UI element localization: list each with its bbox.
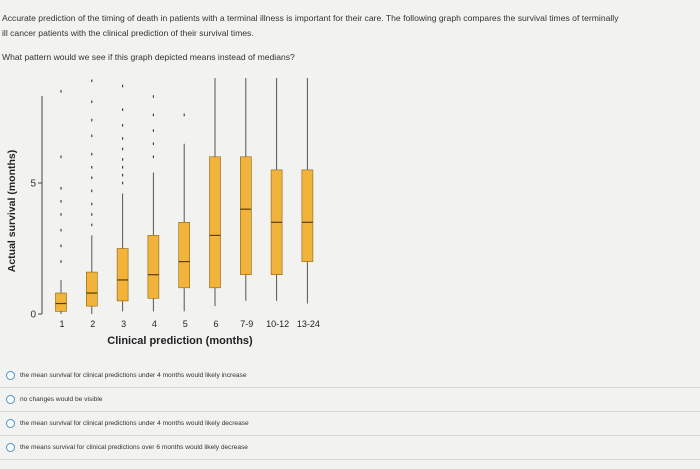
x-tick-label: 13-24	[297, 319, 320, 329]
question-line-1: Accurate prediction of the timing of dea…	[2, 13, 619, 23]
answer-option-1[interactable]: the mean survival for clinical predictio…	[0, 364, 700, 388]
answer-option-2[interactable]: no changes would be visible	[0, 388, 700, 412]
box-iqr	[178, 222, 190, 289]
box-iqr	[240, 156, 252, 276]
radio-button-2[interactable]	[6, 395, 15, 404]
box-iqr	[301, 169, 314, 262]
x-tick-label: 5	[183, 319, 188, 329]
answer-option-label: no changes would be visible	[20, 396, 103, 403]
x-tick-label: 2	[90, 319, 95, 329]
answer-option-label: the mean survival for clinical predictio…	[20, 372, 247, 379]
radio-button-1[interactable]	[6, 371, 15, 380]
x-tick-label: 6	[213, 319, 218, 329]
question-paragraph: Accurate prediction of the timing of dea…	[2, 11, 698, 41]
answer-option-label: the mean survival for clinical predictio…	[20, 420, 249, 427]
x-axis-label: Clinical prediction (months)	[107, 335, 253, 347]
y-tick-label: 5	[30, 179, 36, 190]
box-iqr	[209, 156, 221, 289]
x-tick-label: 1	[59, 319, 64, 329]
survival-box-plot: 051015Actual survival (months)1234567-91…	[6, 78, 320, 347]
answer-option-3[interactable]: the mean survival for clinical predictio…	[0, 412, 700, 436]
question-line-2: ill cancer patients with the clinical pr…	[2, 28, 254, 38]
box-iqr	[55, 292, 67, 312]
answer-option-label: the means survival for clinical predicti…	[20, 444, 248, 451]
answer-options: the mean survival for clinical predictio…	[0, 364, 700, 460]
y-tick-label: 0	[30, 310, 36, 321]
x-tick-label: 4	[152, 319, 157, 329]
x-tick-label: 7-9	[240, 319, 253, 329]
y-axis-label: Actual survival (months)	[6, 150, 18, 273]
question-prompt: What pattern would we see if this graph …	[2, 52, 295, 62]
x-tick-label: 3	[121, 319, 126, 329]
box-iqr	[147, 235, 160, 299]
x-tick-label: 10-12	[266, 319, 289, 329]
answer-option-4[interactable]: the means survival for clinical predicti…	[0, 436, 700, 460]
box-iqr	[116, 248, 129, 302]
radio-button-4[interactable]	[6, 443, 15, 452]
box-iqr	[86, 271, 98, 307]
radio-button-3[interactable]	[6, 419, 15, 428]
